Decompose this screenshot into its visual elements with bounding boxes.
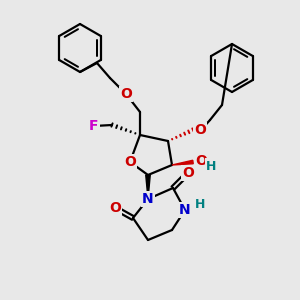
Text: H: H <box>195 199 205 212</box>
Text: F: F <box>89 119 99 133</box>
Polygon shape <box>172 160 193 165</box>
Text: O: O <box>194 123 206 137</box>
Text: O: O <box>109 201 121 215</box>
Text: N: N <box>179 203 191 217</box>
Text: H: H <box>206 160 216 172</box>
Text: O: O <box>182 166 194 180</box>
Text: N: N <box>142 192 154 206</box>
Text: O: O <box>120 87 132 101</box>
Polygon shape <box>146 175 150 199</box>
Text: O: O <box>124 155 136 169</box>
Text: O: O <box>195 154 207 168</box>
